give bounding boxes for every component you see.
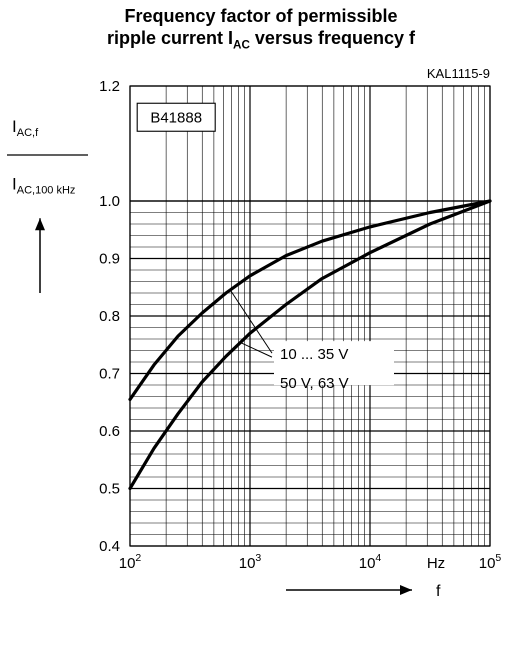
svg-text:f: f xyxy=(436,583,441,600)
chart-svg: 0.4 0.5 0.6 0.7 0.8 0.9 1.0 1.2 102 103 104 105 Hz f I… xyxy=(0,56,522,646)
svg-text:1.0: 1.0 xyxy=(99,193,120,210)
chart-title-line1: Frequency factor of permissible xyxy=(0,6,522,27)
svg-text:50 V, 63 V: 50 V, 63 V xyxy=(280,375,349,392)
svg-text:0.4: 0.4 xyxy=(99,538,120,555)
svg-text:102: 102 xyxy=(119,552,142,572)
svg-text:103: 103 xyxy=(239,552,262,572)
svg-text:1.2: 1.2 xyxy=(99,78,120,95)
svg-text:104: 104 xyxy=(359,552,382,572)
svg-text:0.7: 0.7 xyxy=(99,366,120,383)
svg-text:KAL1115-9: KAL1115-9 xyxy=(427,66,490,81)
svg-text:0.9: 0.9 xyxy=(99,251,120,268)
chart-container: Frequency factor of permissible ripple c… xyxy=(0,0,522,649)
svg-text:IAC,f: IAC,f xyxy=(12,117,39,139)
svg-text:10 ... 35 V: 10 ... 35 V xyxy=(280,346,348,363)
svg-text:Hz: Hz xyxy=(427,555,445,572)
svg-text:105: 105 xyxy=(479,552,502,572)
svg-text:0.5: 0.5 xyxy=(99,481,120,498)
svg-text:IAC,100 kHz: IAC,100 kHz xyxy=(12,175,75,197)
chart-title-line2: ripple current IAC versus frequency f xyxy=(0,28,522,52)
svg-text:B41888: B41888 xyxy=(150,109,202,126)
svg-text:0.8: 0.8 xyxy=(99,308,120,325)
svg-text:0.6: 0.6 xyxy=(99,423,120,440)
